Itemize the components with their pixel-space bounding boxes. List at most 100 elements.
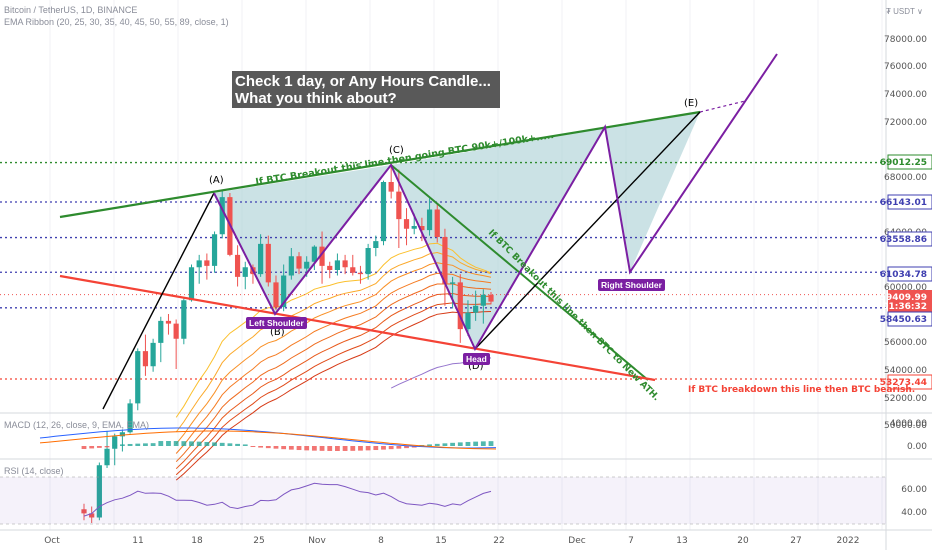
candle-body — [380, 182, 387, 242]
candle-body — [89, 513, 95, 518]
macd-hist-bar — [242, 444, 248, 446]
price-level-tag — [887, 154, 932, 170]
macd-hist-bar — [373, 446, 379, 451]
macd-hist-bar — [288, 446, 294, 450]
ema-line — [175, 311, 492, 481]
macd-hist-bar — [480, 441, 486, 446]
candle-body — [442, 237, 448, 284]
price-tick-label: 68000.00 — [884, 173, 927, 183]
macd-hist-bar — [381, 446, 386, 450]
candle-body — [296, 256, 302, 269]
right-shoulder-label: Right Shoulder — [598, 279, 665, 291]
time-tick-label: 7 — [628, 536, 634, 546]
candles — [81, 162, 494, 523]
wave-label-e: (E) — [684, 98, 698, 109]
macd-hist-bar — [235, 443, 240, 446]
candle-body — [281, 275, 287, 308]
candle-body — [396, 191, 402, 220]
time-axis[interactable]: Oct 11 18 25 Nov 8 15 22 Dec 7 13 20 27 2022 — [44, 536, 859, 546]
ema-line — [175, 292, 492, 470]
projection-line — [474, 111, 701, 350]
macd-hist-bar — [304, 446, 310, 451]
price-axis[interactable]: 78000.00 76000.00 74000.00 72000.00 68000.00… — [880, 35, 932, 518]
rsi-panel — [0, 476, 886, 525]
note-line-1: Check 1 day, or Any Hours Candle... — [235, 73, 491, 90]
ema-line — [175, 283, 492, 463]
macd-hist-bar — [457, 442, 463, 446]
candle-body — [112, 436, 118, 449]
price-tick-label: 72000.00 — [884, 118, 927, 128]
ema-ribbon-legend[interactable]: EMA Ribbon (20, 25, 30, 35, 40, 45, 50, … — [4, 17, 229, 27]
macd-hist-bar — [150, 443, 156, 446]
macd-hist-bar — [319, 446, 325, 451]
candle-body — [450, 282, 456, 284]
candle-body — [419, 226, 425, 231]
macd-hist-bar — [227, 443, 233, 446]
ema-line — [175, 262, 492, 445]
macd-hist-bar — [96, 446, 102, 448]
macd-hist-bar — [181, 441, 187, 446]
time-tick-label: Dec — [568, 536, 585, 546]
rsi-tick-label: 40.00 — [901, 508, 927, 518]
lower-trendline — [59, 274, 656, 382]
macd-hist-bar — [396, 446, 402, 449]
upper-trendline-extension — [699, 100, 746, 113]
candle-body — [426, 209, 433, 231]
macd-panel — [39, 427, 497, 451]
candle-body — [319, 246, 325, 266]
upper-trendline — [59, 110, 701, 219]
time-tick-label: 20 — [737, 536, 749, 546]
candle-body — [388, 182, 394, 192]
candle-body — [196, 260, 202, 268]
candle-body — [457, 282, 463, 330]
time-tick-label: 22 — [493, 536, 504, 546]
candle-body — [365, 248, 371, 275]
macd-hist-bar — [166, 441, 171, 446]
time-tick-label: 11 — [132, 536, 143, 546]
macd-hist-bar — [342, 446, 348, 451]
candle-body — [357, 272, 364, 275]
time-tick-label: 27 — [790, 536, 801, 546]
macd-hist-bar — [434, 443, 440, 446]
price-level-tag — [887, 266, 932, 282]
macd-hist-bar — [388, 446, 394, 450]
macd-line — [39, 427, 497, 449]
macd-hist-bar — [465, 441, 471, 446]
price-level-tag — [887, 231, 932, 247]
candle-body — [258, 243, 264, 275]
rsi-line — [83, 482, 492, 517]
ema-line — [175, 302, 492, 476]
price-level-label: 53273.44 — [880, 378, 927, 388]
macd-hist-bar — [404, 446, 409, 449]
candle-body — [150, 342, 156, 367]
candle-body — [311, 246, 317, 262]
candle-body — [350, 267, 356, 273]
price-level-label: 61034.78 — [880, 270, 927, 280]
rsi-tick-label: 60.00 — [901, 485, 927, 495]
price-tick-label: 60000.00 — [884, 283, 927, 293]
candle-body — [142, 351, 149, 367]
annotation-bottom-line: If BTC breakdown this line then BTC bear… — [688, 385, 915, 395]
candle-body — [158, 320, 164, 343]
time-tick-label: 8 — [378, 536, 384, 546]
symbol-title[interactable]: Bitcoin / TetherUS, 1D, BINANCE — [4, 5, 138, 15]
candle-body — [188, 267, 195, 301]
candle-body — [211, 234, 218, 266]
macd-tick-label: 0.00 — [907, 442, 927, 452]
time-tick-label: 13 — [676, 536, 687, 546]
rsi-legend[interactable]: RSI (14, close) — [4, 466, 64, 476]
ema-line — [175, 251, 492, 433]
currency-selector[interactable]: ₮ USDT ∨ — [886, 7, 923, 16]
macd-hist-bar — [158, 441, 164, 446]
fill-center — [391, 112, 700, 349]
candle-body — [473, 305, 479, 313]
macd-hist-bar — [365, 446, 371, 451]
note-line-2: What you think about? — [235, 90, 397, 107]
macd-hist-bar — [335, 446, 340, 451]
candle-body — [273, 282, 279, 308]
macd-hist-bar — [173, 441, 179, 446]
macd-legend[interactable]: MACD (12, 26, close, 9, EMA, EMA) — [4, 420, 150, 430]
macd-hist-bar — [488, 441, 494, 446]
price-tick-label: 56000.00 — [884, 338, 927, 348]
price-level-label: 59409.99 — [880, 293, 927, 303]
